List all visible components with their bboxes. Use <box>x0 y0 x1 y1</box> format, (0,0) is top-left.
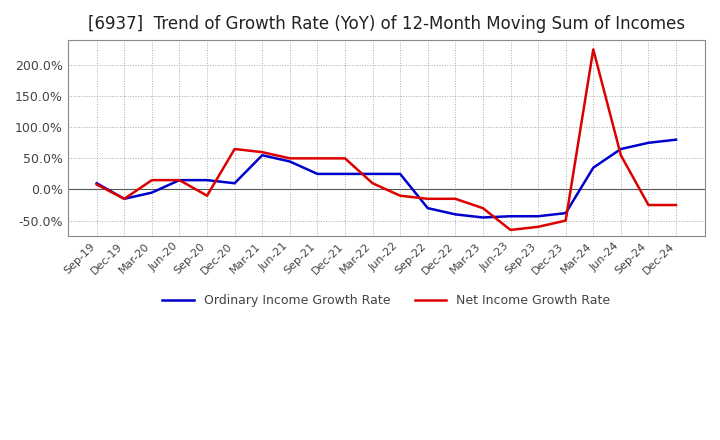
Net Income Growth Rate <box>396 193 405 198</box>
Net Income Growth Rate <box>175 177 184 183</box>
Net Income Growth Rate <box>644 202 653 208</box>
Net Income Growth Rate <box>589 47 598 52</box>
Net Income Growth Rate <box>230 147 239 152</box>
Ordinary Income Growth Rate <box>479 215 487 220</box>
Net Income Growth Rate <box>203 193 212 198</box>
Title: [6937]  Trend of Growth Rate (YoY) of 12-Month Moving Sum of Incomes: [6937] Trend of Growth Rate (YoY) of 12-… <box>88 15 685 33</box>
Ordinary Income Growth Rate <box>396 171 405 176</box>
Ordinary Income Growth Rate <box>423 205 432 211</box>
Ordinary Income Growth Rate <box>286 159 294 164</box>
Legend: Ordinary Income Growth Rate, Net Income Growth Rate: Ordinary Income Growth Rate, Net Income … <box>157 289 616 312</box>
Net Income Growth Rate <box>258 150 266 155</box>
Ordinary Income Growth Rate <box>562 210 570 216</box>
Net Income Growth Rate <box>616 153 625 158</box>
Net Income Growth Rate <box>451 196 459 202</box>
Ordinary Income Growth Rate <box>175 177 184 183</box>
Net Income Growth Rate <box>92 182 101 187</box>
Ordinary Income Growth Rate <box>203 177 212 183</box>
Line: Ordinary Income Growth Rate: Ordinary Income Growth Rate <box>96 139 676 217</box>
Ordinary Income Growth Rate <box>120 196 129 202</box>
Net Income Growth Rate <box>286 156 294 161</box>
Ordinary Income Growth Rate <box>148 190 156 195</box>
Ordinary Income Growth Rate <box>258 153 266 158</box>
Ordinary Income Growth Rate <box>368 171 377 176</box>
Line: Net Income Growth Rate: Net Income Growth Rate <box>96 49 676 230</box>
Net Income Growth Rate <box>534 224 542 229</box>
Ordinary Income Growth Rate <box>230 180 239 186</box>
Net Income Growth Rate <box>479 205 487 211</box>
Net Income Growth Rate <box>506 227 515 233</box>
Ordinary Income Growth Rate <box>341 171 349 176</box>
Ordinary Income Growth Rate <box>92 180 101 186</box>
Ordinary Income Growth Rate <box>506 213 515 219</box>
Net Income Growth Rate <box>341 156 349 161</box>
Ordinary Income Growth Rate <box>451 212 459 217</box>
Net Income Growth Rate <box>148 177 156 183</box>
Net Income Growth Rate <box>423 196 432 202</box>
Net Income Growth Rate <box>368 180 377 186</box>
Ordinary Income Growth Rate <box>616 147 625 152</box>
Ordinary Income Growth Rate <box>534 213 542 219</box>
Ordinary Income Growth Rate <box>672 137 680 142</box>
Ordinary Income Growth Rate <box>644 140 653 146</box>
Net Income Growth Rate <box>120 196 129 202</box>
Ordinary Income Growth Rate <box>589 165 598 170</box>
Net Income Growth Rate <box>672 202 680 208</box>
Net Income Growth Rate <box>313 156 322 161</box>
Net Income Growth Rate <box>562 218 570 223</box>
Ordinary Income Growth Rate <box>313 171 322 176</box>
